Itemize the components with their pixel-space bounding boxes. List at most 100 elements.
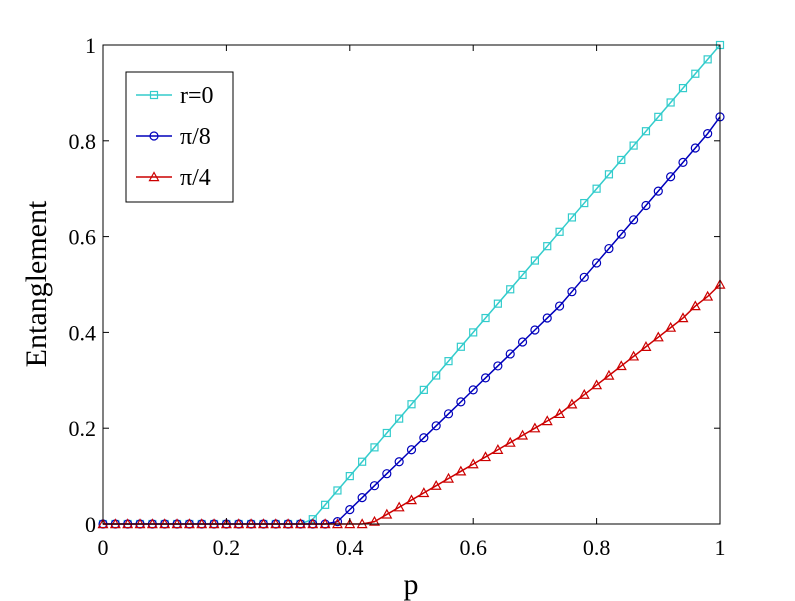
data-point <box>480 451 492 462</box>
data-point <box>467 458 479 469</box>
x-tick-label: 0.8 <box>583 535 611 560</box>
y-axis-label: Entanglement <box>20 200 53 367</box>
data-point <box>578 388 590 399</box>
data-point <box>405 494 418 505</box>
data-point <box>542 313 552 323</box>
data-point <box>592 184 601 193</box>
data-point <box>541 415 553 426</box>
data-point <box>567 287 577 297</box>
data-point <box>554 408 566 419</box>
data-point <box>691 69 700 78</box>
data-point <box>407 400 416 409</box>
data-point <box>530 325 540 335</box>
x-tick-label: 0.2 <box>213 535 241 560</box>
data-point <box>678 157 688 167</box>
legend-marker <box>148 171 160 182</box>
data-point <box>529 422 541 433</box>
data-point <box>493 299 502 308</box>
data-point <box>615 360 627 371</box>
data-point <box>517 429 529 440</box>
legend-label: r=0 <box>180 83 214 109</box>
data-point <box>480 373 491 383</box>
legend-box <box>125 71 234 203</box>
data-point <box>468 385 478 395</box>
tick-layer: 0 0.2 0.4 0.6 0.8 1 0 0.2 0.4 0.6 0.8 1 <box>69 33 726 560</box>
data-point <box>640 341 652 351</box>
data-point <box>702 290 714 301</box>
data-point <box>370 443 379 452</box>
data-point <box>604 170 614 179</box>
y-tick-label: 0.6 <box>69 225 97 250</box>
data-point <box>419 433 429 443</box>
data-point <box>368 515 380 526</box>
data-point <box>332 517 343 527</box>
data-point <box>345 505 355 515</box>
data-point <box>689 300 701 311</box>
data-point <box>431 421 441 431</box>
data-point <box>456 342 465 351</box>
data-point <box>456 397 466 407</box>
data-point <box>333 486 342 495</box>
data-point <box>321 500 330 509</box>
data-point <box>555 227 564 236</box>
data-point <box>665 321 677 332</box>
data-point <box>382 428 391 438</box>
data-point <box>629 215 639 225</box>
data-point <box>617 155 626 165</box>
data-point <box>432 371 441 380</box>
y-tick-label: 0.4 <box>69 320 97 345</box>
data-point <box>628 350 640 361</box>
legend-entry: r=0 <box>136 83 214 109</box>
data-point <box>481 313 490 323</box>
data-point <box>357 493 367 503</box>
data-point <box>554 301 565 311</box>
x-tick-label: 0.4 <box>336 535 364 560</box>
data-point <box>308 515 317 524</box>
data-point <box>395 414 404 423</box>
data-point <box>493 361 503 371</box>
data-point <box>381 508 393 519</box>
data-point <box>518 270 527 280</box>
data-point <box>703 55 712 64</box>
data-point <box>369 481 380 491</box>
data-point <box>616 229 626 239</box>
data-point <box>654 112 663 121</box>
data-point <box>394 457 404 467</box>
data-point <box>455 465 467 476</box>
x-axis-label: p <box>404 568 419 601</box>
data-point <box>393 501 405 512</box>
legend-marker <box>149 90 159 100</box>
x-tick-label: 0 <box>98 535 109 560</box>
data-point <box>653 186 663 196</box>
data-point <box>469 328 478 337</box>
data-point <box>652 331 664 342</box>
y-tick-label: 1 <box>85 33 96 58</box>
data-point <box>382 469 392 479</box>
data-point <box>690 143 700 153</box>
data-point <box>444 357 453 366</box>
data-point <box>591 258 602 268</box>
legend-label: π/8 <box>180 124 211 150</box>
data-point <box>443 409 454 419</box>
data-point <box>358 457 367 466</box>
y-tick-label: 0.2 <box>69 416 97 441</box>
data-point <box>566 398 578 409</box>
data-point <box>443 472 455 483</box>
x-tick-label: 1 <box>715 535 726 560</box>
legend-marker <box>149 131 159 141</box>
data-point <box>345 472 354 481</box>
legend-label: π/4 <box>180 165 211 191</box>
data-point <box>567 213 577 222</box>
x-tick-label: 0.6 <box>459 535 487 560</box>
data-point <box>629 141 638 150</box>
data-point <box>406 445 417 455</box>
data-point <box>506 285 515 294</box>
data-point <box>430 479 442 490</box>
legend-entry: π/8 <box>136 124 211 150</box>
data-point <box>678 84 688 93</box>
data-point <box>530 256 540 265</box>
data-point <box>517 337 528 347</box>
data-point <box>543 242 552 251</box>
data-point <box>504 436 516 447</box>
data-point <box>603 369 615 380</box>
